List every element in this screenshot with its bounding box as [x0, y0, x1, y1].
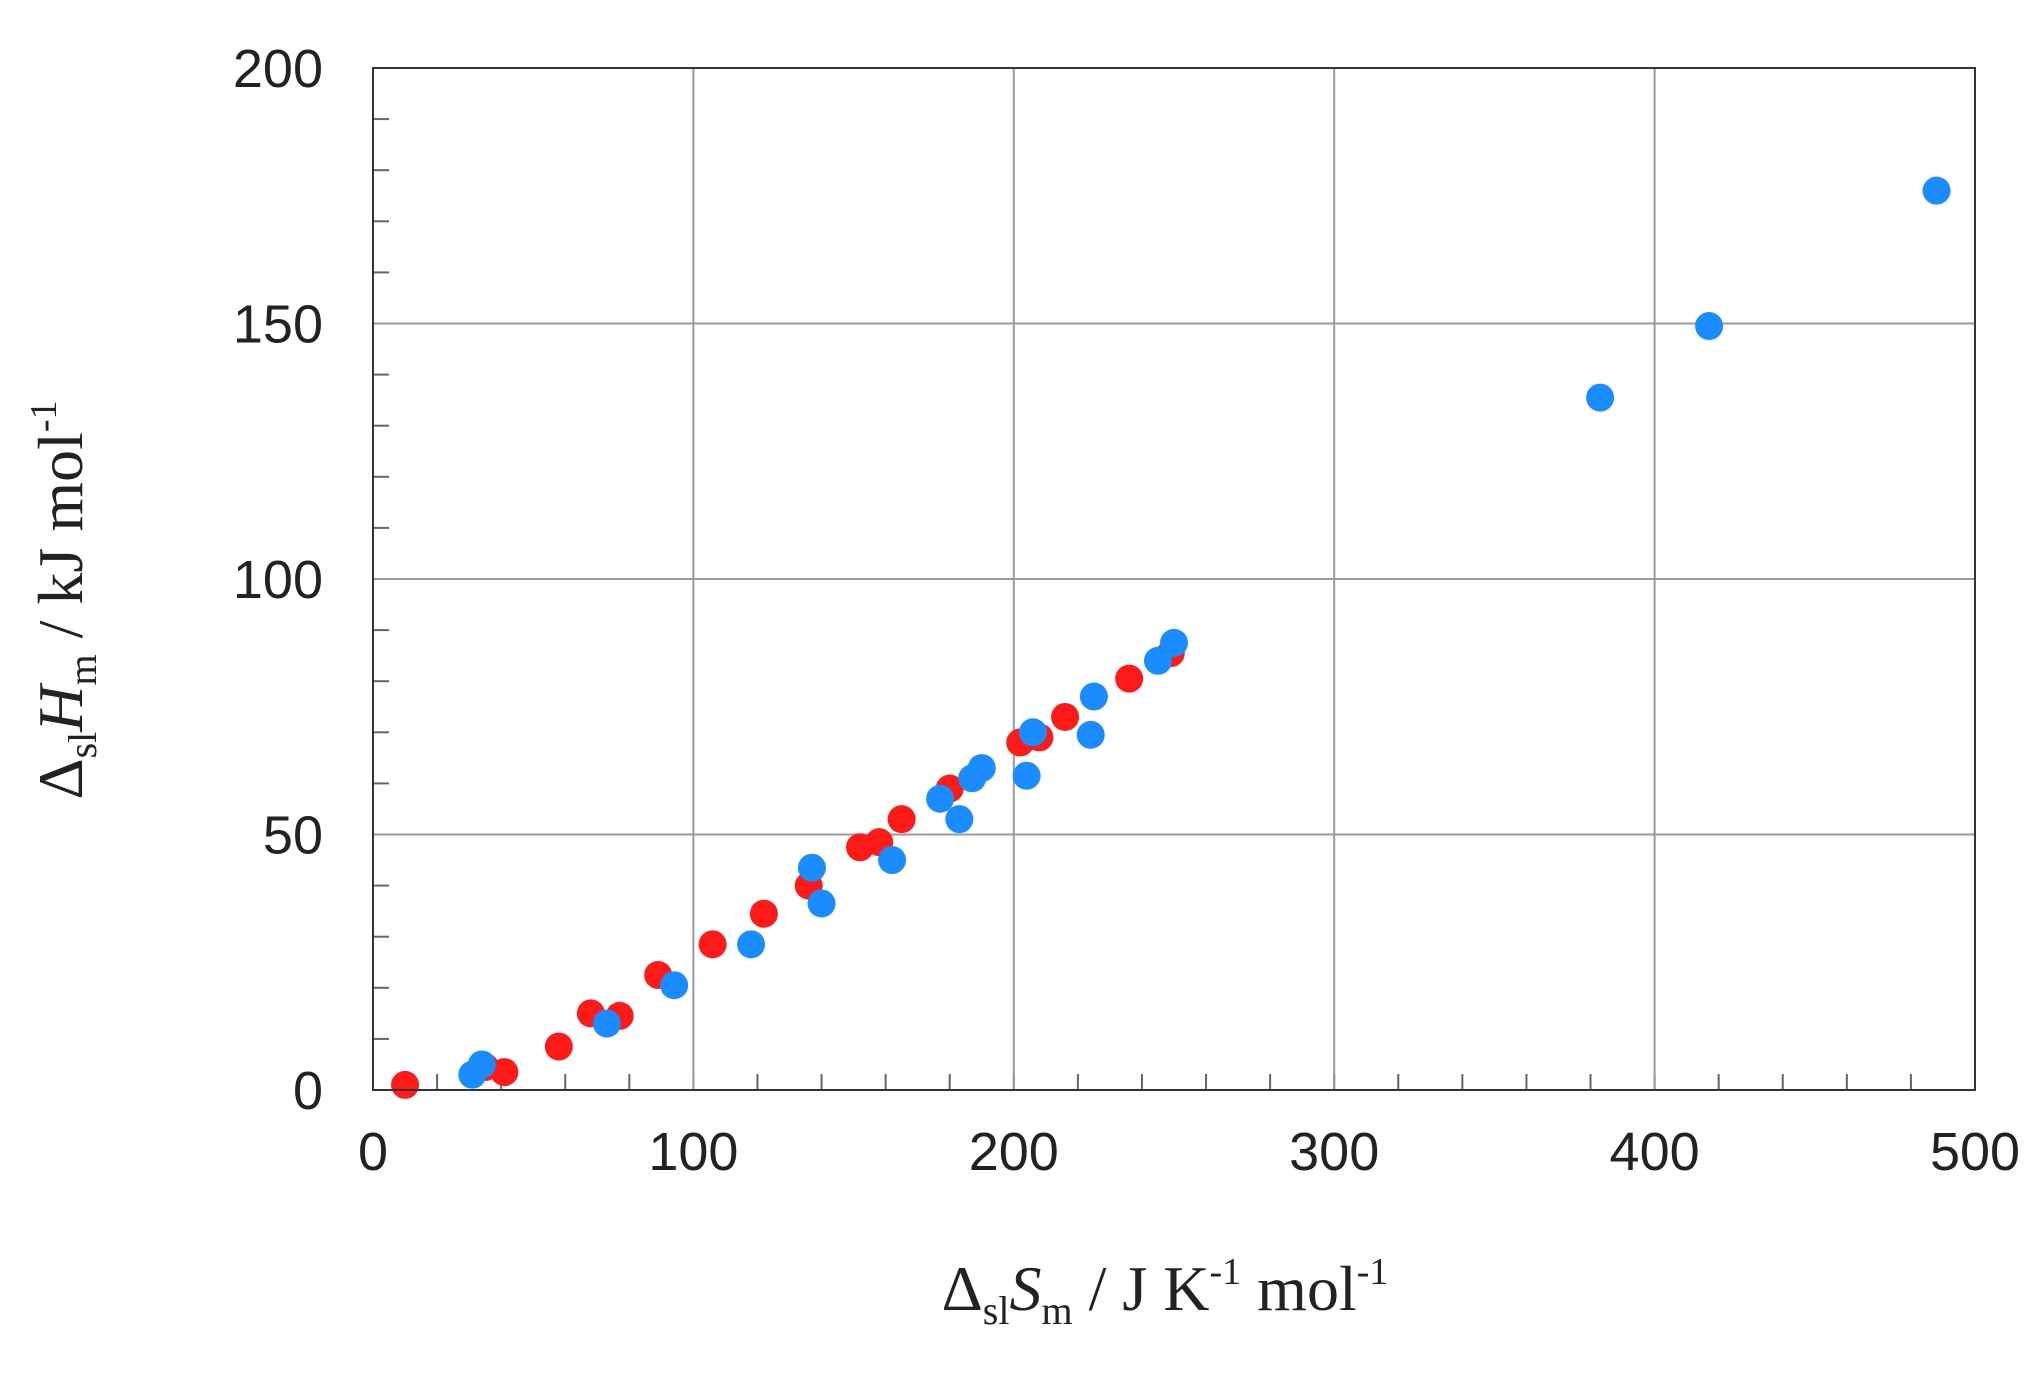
blue-data-point — [737, 930, 766, 959]
y-tick-label: 150 — [233, 295, 323, 355]
x-tick-label: 0 — [358, 1122, 388, 1182]
red-data-point — [1115, 664, 1144, 693]
blue-data-point — [945, 805, 974, 834]
blue-data-point — [1160, 628, 1188, 657]
red-data-point — [887, 805, 916, 834]
blue-data-point — [878, 846, 907, 875]
red-data-point — [490, 1058, 519, 1087]
y-tick-labels: 0 50 100 150 200 — [233, 39, 323, 1121]
blue-data-point — [1695, 312, 1724, 341]
y-axis-unit-a: / kJ mol — [25, 432, 96, 654]
blue-data-point — [807, 889, 836, 918]
data-points — [391, 176, 1951, 1099]
x-axis-symbol-sub: m — [1041, 1288, 1072, 1333]
y-tick-label: 100 — [233, 550, 323, 610]
x-tick-label: 300 — [1289, 1122, 1379, 1182]
y-tick-label: 50 — [263, 806, 323, 866]
y-axis-symbol: H — [25, 682, 96, 733]
y-tick-label: 200 — [233, 39, 323, 99]
blue-data-point — [1012, 761, 1041, 790]
blue-data-point — [1076, 720, 1105, 749]
red-data-point — [1051, 702, 1080, 731]
blue-data-point — [592, 1009, 621, 1038]
minor-ticks — [373, 118, 1912, 1090]
y-axis-delta-sub: sl — [60, 732, 105, 759]
plot-frame — [372, 67, 1976, 1091]
x-axis-unit-b: mol — [1241, 1253, 1357, 1324]
x-axis-unit-a-sup: -1 — [1210, 1251, 1242, 1293]
x-axis-unit-b-sup: -1 — [1357, 1251, 1389, 1293]
blue-data-point — [1586, 383, 1615, 412]
x-tick-label: 400 — [1610, 1122, 1700, 1182]
y-axis-title: ΔslHm / kJ mol-1 — [23, 400, 105, 799]
x-axis-delta-sub: sl — [983, 1288, 1010, 1333]
blue-data-point — [797, 853, 826, 882]
x-axis-title: ΔslSm / J K-1 mol-1 — [942, 1251, 1389, 1333]
blue-data-point — [967, 754, 996, 783]
blue-data-point — [1143, 646, 1172, 675]
x-axis-delta: Δ — [942, 1253, 983, 1324]
red-data-point — [698, 930, 727, 959]
blue-data-point — [926, 784, 955, 813]
y-axis-unit-a-sup: -1 — [23, 400, 65, 432]
blue-data-point — [1922, 176, 1951, 205]
blue-data-point — [1019, 718, 1048, 747]
x-tick-label: 500 — [1930, 1122, 2020, 1182]
blue-data-point — [467, 1050, 496, 1079]
blue-data-point — [660, 971, 689, 1000]
x-axis-unit-a: / J K — [1073, 1253, 1210, 1324]
x-axis-symbol: S — [1009, 1253, 1041, 1324]
red-data-point — [544, 1032, 573, 1061]
red-data-point — [749, 899, 778, 928]
x-tick-label: 200 — [969, 1122, 1059, 1182]
y-tick-label: 0 — [293, 1061, 323, 1121]
grid-lines — [373, 68, 1975, 1090]
x-tick-label: 100 — [648, 1122, 738, 1182]
x-tick-labels: 0 100 200 300 400 500 — [358, 1122, 2020, 1182]
blue-data-point — [1079, 682, 1108, 711]
y-axis-symbol-sub: m — [60, 654, 105, 685]
y-axis-delta: Δ — [25, 758, 96, 799]
red-data-point — [391, 1070, 420, 1099]
